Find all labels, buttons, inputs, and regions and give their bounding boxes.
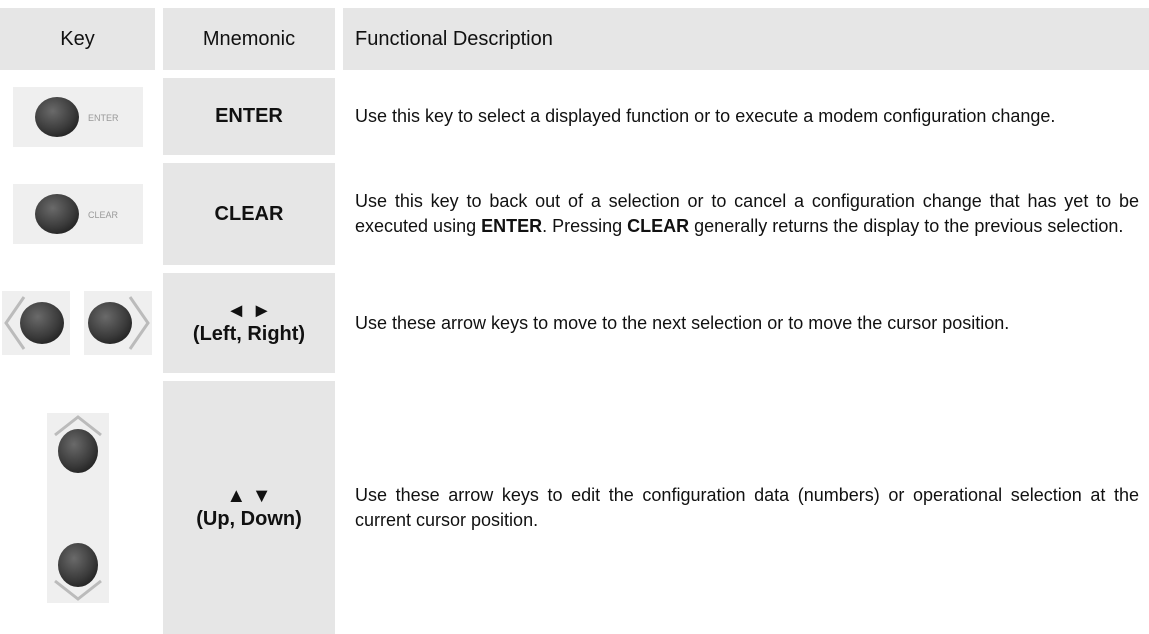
mnemonic-arrows: ◄ ► [226,300,272,322]
mnemonic: ◄ ► (Left, Right) [163,273,335,373]
description: Use this key to select a displayed funct… [343,78,1149,155]
mnemonic-arrows: ▲ ▼ [226,484,272,507]
key-image [0,273,155,373]
description: Use these arrow keys to move to the next… [343,273,1149,373]
enter-key-icon: ENTER [12,86,143,147]
description-text: Use this key to back out of a selection … [355,191,1139,236]
header-mnemonic: Mnemonic [163,8,335,70]
description: Use these arrow keys to edit the configu… [343,381,1149,634]
mnemonic-text: CLEAR [214,202,284,225]
mnemonic-text: (Left, Right) [192,323,306,345]
description: Use this key to back out of a selection … [343,163,1149,265]
mnemonic: ▲ ▼ (Up, Down) [163,381,335,634]
description-text: Use these arrow keys to edit the configu… [355,484,1139,530]
mnemonic: CLEAR [163,163,335,265]
key-label: ENTER [88,113,119,123]
description-text: generally returns the display to the pre… [689,216,1124,236]
clear-key-icon: CLEAR [12,184,143,244]
key-image: ENTER [0,78,155,155]
left-right-key-icon [2,291,152,355]
mnemonic-text: ENTER [215,105,283,127]
header-description: Functional Description [343,8,1149,70]
description-text: Use this key to select a displayed funct… [355,106,1056,126]
description-text: Use these arrow keys to move to the next… [355,312,1010,333]
key-image: CLEAR [0,163,155,265]
mnemonic-text: (Up, Down) [196,507,302,530]
description-bold: ENTER [481,216,543,236]
key-image [0,381,155,634]
description-text: . Pressing [542,216,628,236]
description-bold: CLEAR [627,216,690,236]
mnemonic: ENTER [163,78,335,155]
key-label: CLEAR [88,210,119,220]
up-down-key-icon [46,412,109,603]
header-key: Key [0,8,155,70]
